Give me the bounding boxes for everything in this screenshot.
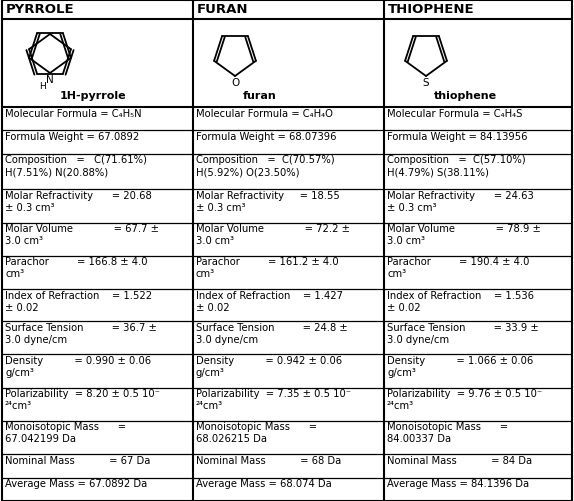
Text: Polarizability  = 8.20 ± 0.5 10⁻
²⁴cm³: Polarizability = 8.20 ± 0.5 10⁻ ²⁴cm³: [5, 389, 160, 411]
Text: Composition   =  C(57.10%)
H(4.79%) S(38.11%): Composition = C(57.10%) H(4.79%) S(38.11…: [387, 155, 526, 177]
Text: S: S: [422, 78, 429, 88]
Text: Index of Refraction    = 1.522
± 0.02: Index of Refraction = 1.522 ± 0.02: [5, 291, 152, 313]
Text: Molar Volume             = 72.2 ±
3.0 cm³: Molar Volume = 72.2 ± 3.0 cm³: [196, 224, 350, 246]
Text: Index of Refraction    = 1.427
± 0.02: Index of Refraction = 1.427 ± 0.02: [196, 291, 343, 313]
Text: Molar Volume             = 67.7 ±
3.0 cm³: Molar Volume = 67.7 ± 3.0 cm³: [5, 224, 159, 246]
Text: Monoisotopic Mass      =
68.026215 Da: Monoisotopic Mass = 68.026215 Da: [196, 422, 317, 444]
Text: Molar Refractivity      = 24.63
± 0.3 cm³: Molar Refractivity = 24.63 ± 0.3 cm³: [387, 191, 534, 213]
Text: Monoisotopic Mass      =
67.042199 Da: Monoisotopic Mass = 67.042199 Da: [5, 422, 126, 444]
Text: Polarizability  = 7.35 ± 0.5 10⁻
²⁴cm³: Polarizability = 7.35 ± 0.5 10⁻ ²⁴cm³: [196, 389, 351, 411]
Text: thiophene: thiophene: [434, 91, 497, 101]
Text: Average Mass = 68.074 Da: Average Mass = 68.074 Da: [196, 479, 332, 489]
Text: FURAN: FURAN: [197, 3, 249, 16]
Text: Molar Refractivity     = 18.55
± 0.3 cm³: Molar Refractivity = 18.55 ± 0.3 cm³: [196, 191, 340, 213]
Text: Surface Tension         = 24.8 ±
3.0 dyne/cm: Surface Tension = 24.8 ± 3.0 dyne/cm: [196, 323, 348, 345]
Text: Molar Refractivity      = 20.68
± 0.3 cm³: Molar Refractivity = 20.68 ± 0.3 cm³: [5, 191, 152, 213]
Text: O: O: [231, 78, 239, 88]
Text: THIOPHENE: THIOPHENE: [388, 3, 475, 16]
Text: 1H-pyrrole: 1H-pyrrole: [60, 91, 127, 101]
Text: Molecular Formula = C₄H₅N: Molecular Formula = C₄H₅N: [5, 109, 142, 119]
Text: Composition   =   C(71.61%)
H(7.51%) N(20.88%): Composition = C(71.61%) H(7.51%) N(20.88…: [5, 155, 147, 177]
Text: Formula Weight = 84.13956: Formula Weight = 84.13956: [387, 132, 528, 142]
Text: Average Mass = 84.1396 Da: Average Mass = 84.1396 Da: [387, 479, 529, 489]
Text: Nominal Mass           = 67 Da: Nominal Mass = 67 Da: [5, 456, 150, 466]
Text: Density          = 1.066 ± 0.06
g/cm³: Density = 1.066 ± 0.06 g/cm³: [387, 356, 533, 378]
Text: Density          = 0.990 ± 0.06
g/cm³: Density = 0.990 ± 0.06 g/cm³: [5, 356, 151, 378]
Text: N: N: [46, 75, 54, 85]
Text: Nominal Mass           = 68 Da: Nominal Mass = 68 Da: [196, 456, 342, 466]
Text: Formula Weight = 68.07396: Formula Weight = 68.07396: [196, 132, 336, 142]
Text: Parachor         = 161.2 ± 4.0
cm³: Parachor = 161.2 ± 4.0 cm³: [196, 258, 339, 280]
Text: H: H: [40, 82, 46, 91]
Text: Index of Refraction    = 1.536
± 0.02: Index of Refraction = 1.536 ± 0.02: [387, 291, 534, 313]
Text: Formula Weight = 67.0892: Formula Weight = 67.0892: [5, 132, 139, 142]
Text: Parachor         = 166.8 ± 4.0
cm³: Parachor = 166.8 ± 4.0 cm³: [5, 258, 148, 280]
Text: Surface Tension         = 33.9 ±
3.0 dyne/cm: Surface Tension = 33.9 ± 3.0 dyne/cm: [387, 323, 539, 345]
Text: Nominal Mass           = 84 Da: Nominal Mass = 84 Da: [387, 456, 532, 466]
Text: Molar Volume             = 78.9 ±
3.0 cm³: Molar Volume = 78.9 ± 3.0 cm³: [387, 224, 541, 246]
Text: PYRROLE: PYRROLE: [6, 3, 75, 16]
Text: Molecular Formula = C₄H₄S: Molecular Formula = C₄H₄S: [387, 109, 522, 119]
Text: Molecular Formula = C₄H₄O: Molecular Formula = C₄H₄O: [196, 109, 333, 119]
Text: Composition   =  C(70.57%)
H(5.92%) O(23.50%): Composition = C(70.57%) H(5.92%) O(23.50…: [196, 155, 335, 177]
Text: Surface Tension         = 36.7 ±
3.0 dyne/cm: Surface Tension = 36.7 ± 3.0 dyne/cm: [5, 323, 157, 345]
Text: Average Mass = 67.0892 Da: Average Mass = 67.0892 Da: [5, 479, 148, 489]
Text: Density          = 0.942 ± 0.06
g/cm³: Density = 0.942 ± 0.06 g/cm³: [196, 356, 342, 378]
Text: Monoisotopic Mass      =
84.00337 Da: Monoisotopic Mass = 84.00337 Da: [387, 422, 508, 444]
Text: Polarizability  = 9.76 ± 0.5 10⁻
²⁴cm³: Polarizability = 9.76 ± 0.5 10⁻ ²⁴cm³: [387, 389, 542, 411]
Text: Parachor         = 190.4 ± 4.0
cm³: Parachor = 190.4 ± 4.0 cm³: [387, 258, 529, 280]
Text: furan: furan: [243, 91, 277, 101]
